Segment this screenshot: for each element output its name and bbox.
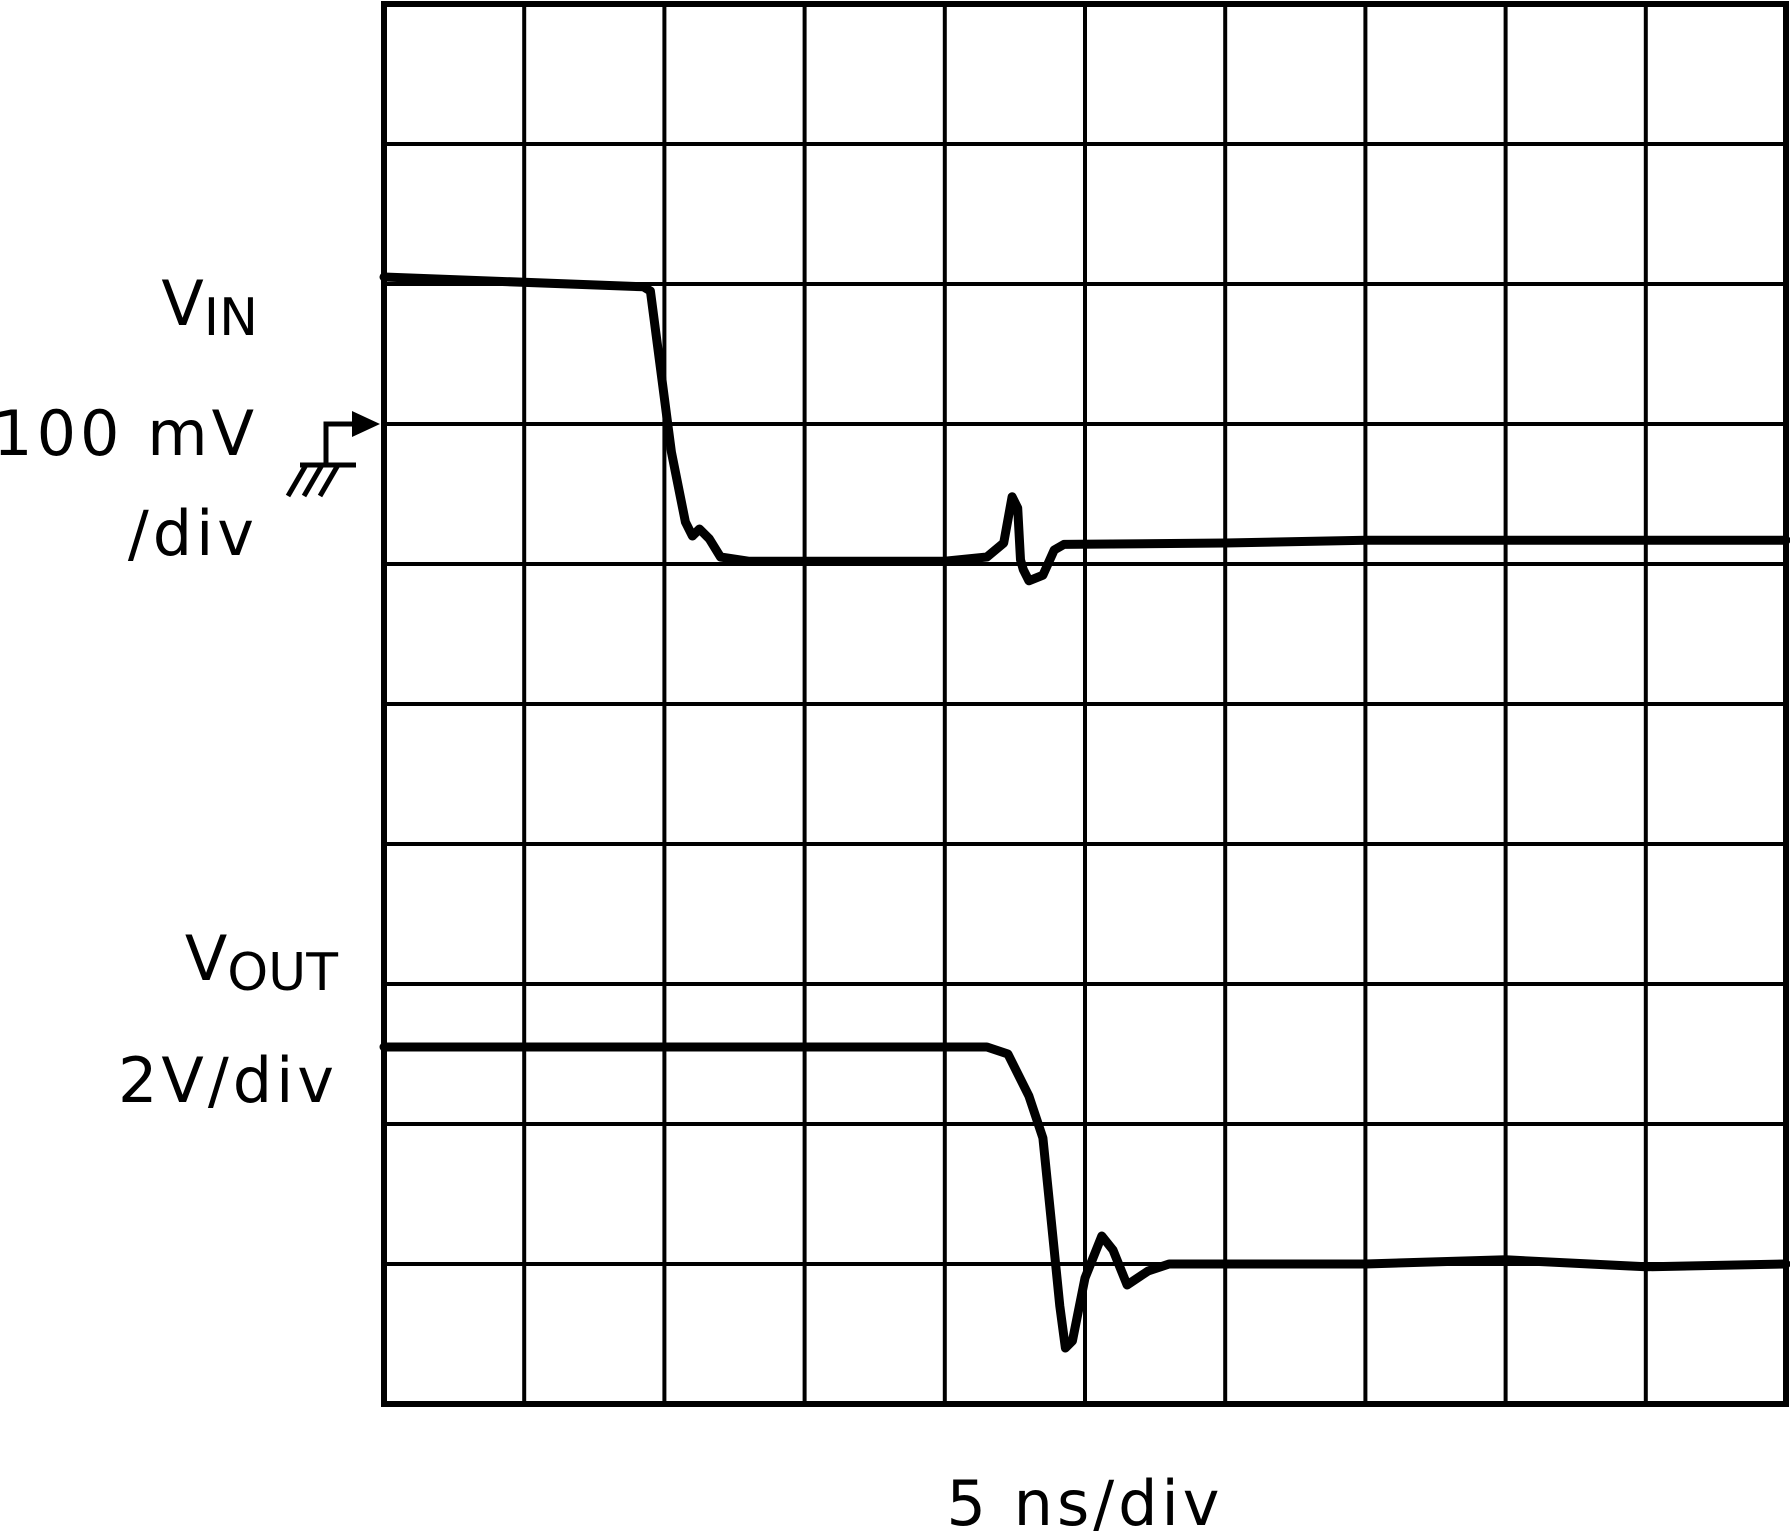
ground-reference-icon: [285, 411, 380, 498]
scope-traces: [379, 272, 1790, 1353]
vin-trace: [379, 272, 1790, 586]
vout-scale-label: 2V/div: [118, 1044, 338, 1117]
vout-label: VOUT: [185, 922, 338, 1003]
vout-trace: [379, 1042, 1790, 1353]
vin-scale-label: 100 mV: [0, 397, 258, 470]
x-axis-label: 5 ns/div: [947, 1467, 1224, 1540]
vin-scale-unit-label: /div: [128, 497, 258, 570]
scope-grid: [381, 1, 1789, 1407]
vin-label: VIN: [161, 267, 258, 348]
grid-frame: [381, 1, 1789, 1407]
